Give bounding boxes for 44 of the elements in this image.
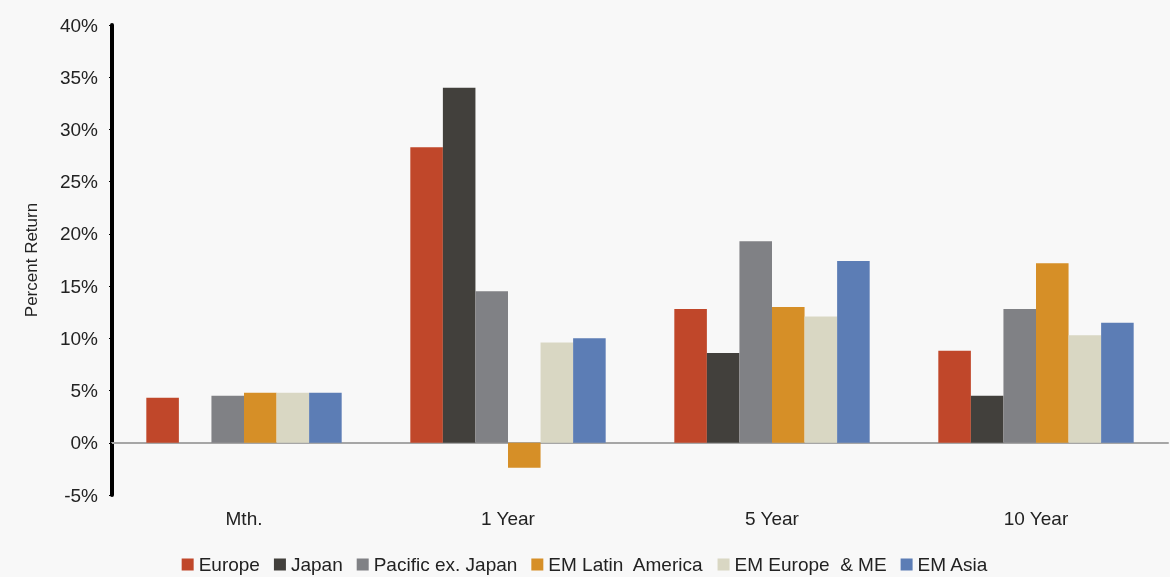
legend-label: Europe bbox=[198, 554, 260, 575]
bar bbox=[146, 397, 179, 443]
bar bbox=[1101, 322, 1134, 443]
x-tick-label: 10 Year bbox=[1003, 508, 1069, 529]
bar bbox=[804, 316, 838, 443]
legend-label: Pacific ex. Japan bbox=[373, 554, 518, 575]
x-tick-label: 5 Year bbox=[745, 508, 800, 529]
bar bbox=[442, 87, 476, 443]
y-tick-label: 30% bbox=[59, 118, 99, 140]
bar bbox=[475, 291, 508, 443]
legend-label: EM Latin America bbox=[548, 554, 703, 575]
bar bbox=[1003, 309, 1036, 443]
legend-label: Japan bbox=[290, 554, 343, 575]
bar bbox=[573, 338, 606, 443]
bar bbox=[540, 342, 574, 443]
bar bbox=[508, 442, 541, 468]
bar bbox=[970, 395, 1004, 443]
bar bbox=[410, 147, 443, 443]
bar bbox=[1036, 263, 1069, 443]
bar bbox=[244, 392, 277, 443]
bar bbox=[739, 241, 772, 443]
legend-label: EM Europe & ME bbox=[734, 554, 887, 575]
bar bbox=[276, 392, 310, 443]
y-tick-label: -5% bbox=[64, 484, 99, 506]
bar bbox=[837, 261, 870, 443]
legend-label: EM Asia bbox=[917, 554, 988, 575]
bar bbox=[706, 352, 740, 443]
y-tick-label: 5% bbox=[70, 380, 99, 402]
x-tick-label: 1 Year bbox=[481, 508, 536, 529]
y-tick-label: 0% bbox=[70, 432, 99, 454]
bar bbox=[674, 309, 707, 443]
bar bbox=[309, 392, 342, 443]
y-tick-label: 35% bbox=[59, 66, 99, 88]
bar bbox=[1068, 335, 1102, 443]
y-tick-label: 25% bbox=[59, 171, 99, 193]
y-axis-title: Percent Return bbox=[22, 202, 41, 318]
y-tick-label: 20% bbox=[59, 223, 99, 245]
bar bbox=[211, 395, 244, 443]
y-tick-label: 15% bbox=[59, 275, 99, 297]
y-tick-label: 40% bbox=[59, 14, 99, 36]
bar bbox=[772, 307, 805, 443]
y-tick-label: 10% bbox=[59, 327, 99, 349]
x-tick-label: Mth. bbox=[225, 508, 263, 529]
bar bbox=[938, 350, 971, 443]
